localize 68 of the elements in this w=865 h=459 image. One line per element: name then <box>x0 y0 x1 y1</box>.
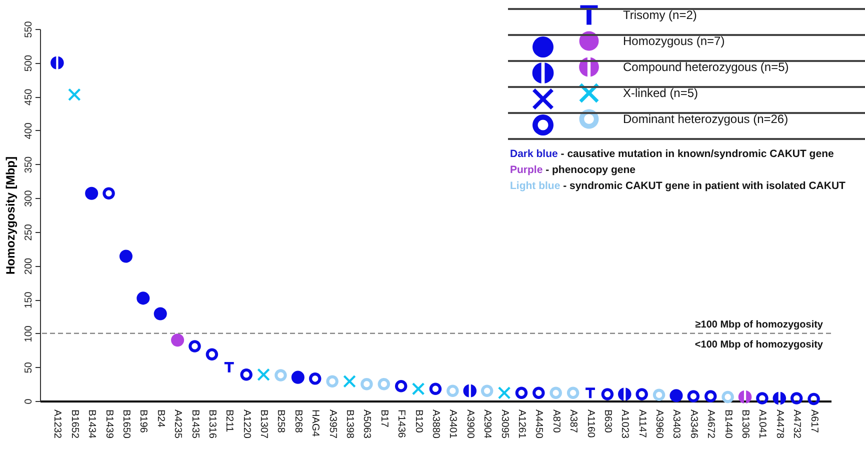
annotation: Dark blue - causative mutation in known/syndromic CAKUT gene <box>510 148 834 160</box>
x-tick-label: A3880 <box>430 410 441 439</box>
x-tick-label: A4732 <box>791 410 802 439</box>
x-tick-label: B1652 <box>68 410 80 439</box>
y-tick-label: 550 <box>24 20 34 38</box>
annotation: <100 Mbp of homozygosity <box>694 339 824 350</box>
x-tick-label: A4235 <box>172 410 184 439</box>
x-tick-label: B1435 <box>189 410 200 439</box>
x-tick-label: B1316 <box>206 410 218 439</box>
x-tick-label: A1023 <box>619 410 630 439</box>
x-tick-label: B258 <box>275 410 286 434</box>
x-tick-label: A3346 <box>688 410 699 439</box>
x-tick-label: A2904 <box>482 410 493 439</box>
x-tick-label: B1439 <box>103 410 114 439</box>
x-tick-label: A1220 <box>240 410 252 439</box>
x-tick-label: B196 <box>138 410 149 434</box>
x-tick-label: A3095 <box>498 410 510 439</box>
x-tick-label: A3960 <box>654 410 665 439</box>
x-tick-label: A4478 <box>774 410 785 439</box>
x-tick-label: HAG4 <box>310 410 321 438</box>
x-tick-label: B1650 <box>120 410 132 439</box>
y-tick-label: 150 <box>24 291 34 308</box>
legend-label: Trisomy (n=2) <box>623 8 697 22</box>
x-tick-label: B17 <box>378 410 390 428</box>
x-tick-label: B268 <box>292 410 304 434</box>
x-tick-label: B1434 <box>86 410 98 439</box>
x-tick-label: B1398 <box>344 410 356 439</box>
x-tick-label: A1041 <box>756 410 768 439</box>
x-tick-label: A3957 <box>326 410 338 439</box>
y-tick-label: 450 <box>24 88 34 106</box>
x-tick-label: B1440 <box>722 410 734 439</box>
legend-label: Compound heterozygous (n=5) <box>623 60 789 74</box>
y-axis-title: Homozygosity [Mbp] <box>4 156 18 274</box>
ref-line-label: ≥100 Mbp of homozygosity <box>695 319 824 330</box>
annotation: Light blue - syndromic CAKUT gene in patient with isolated CAKUT <box>510 180 846 192</box>
x-tick-label: B1306 <box>740 410 751 439</box>
y-tick-label: 300 <box>24 190 34 207</box>
x-tick-label: B1307 <box>258 410 270 439</box>
legend-label: X-linked (n=5) <box>623 86 698 100</box>
x-tick-label: A387 <box>568 410 579 434</box>
y-tick-label: 0 <box>24 398 34 404</box>
y-tick-label: 350 <box>24 156 34 174</box>
y-tick-label: 50 <box>24 362 34 374</box>
x-tick-label: A3900 <box>464 410 476 439</box>
x-tick-label: B630 <box>602 410 613 434</box>
x-tick-label: A870 <box>550 410 562 434</box>
x-tick-label: A3401 <box>447 410 458 439</box>
x-tick-label: A617 <box>808 410 820 434</box>
x-tick-label: F1436 <box>396 410 407 438</box>
x-tick-label: A1232 <box>52 410 63 439</box>
x-tick-label: B120 <box>412 410 424 434</box>
y-tick-label: 200 <box>24 257 34 275</box>
x-tick-label: A4672 <box>705 410 716 439</box>
y-tick-label: 500 <box>24 54 34 72</box>
y-tick-label: 250 <box>24 224 34 241</box>
x-tick-label: A4450 <box>533 410 544 439</box>
x-tick-label: A1160 <box>584 410 596 438</box>
y-tick-label: 100 <box>24 325 34 342</box>
legend-label: Homozygous (n=7) <box>623 34 725 48</box>
x-tick-label: B24 <box>154 410 166 428</box>
legend-label: Dominant heterozygous (n=26) <box>623 112 788 126</box>
annotation: Purple - phenocopy gene <box>510 164 636 176</box>
y-tick-label: 400 <box>24 122 34 140</box>
x-tick-label: A1147 <box>636 410 648 438</box>
x-tick-label: A1261 <box>516 410 527 439</box>
x-tick-label: B211 <box>224 410 235 433</box>
x-tick-label: A3403 <box>670 410 682 439</box>
x-tick-label: A5063 <box>361 410 372 439</box>
